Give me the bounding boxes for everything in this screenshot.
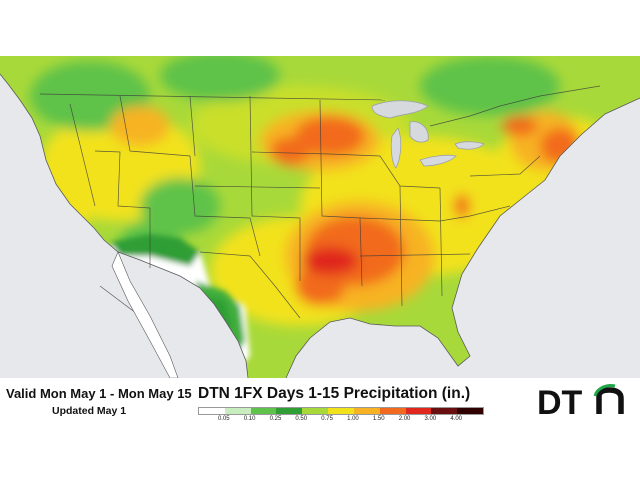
scale-swatch bbox=[431, 408, 458, 414]
scale-swatch bbox=[353, 408, 380, 414]
scale-tick-label: 0.25 bbox=[269, 416, 282, 422]
scale-swatch bbox=[302, 408, 329, 414]
color-scale-labels: 0.05 0.10 0.25 0.50 0.75 1.00 1.50 2.00 3.00 4.00 bbox=[198, 416, 482, 426]
logo-n-glyph bbox=[596, 387, 624, 414]
color-scale-bar bbox=[198, 407, 484, 415]
legend-panel: Valid Mon May 1 - Mon May 15 Updated May… bbox=[0, 378, 640, 428]
coastline bbox=[0, 73, 640, 378]
map-graphic bbox=[0, 56, 640, 378]
scale-tick-label: 0.75 bbox=[321, 416, 333, 422]
scale-swatch bbox=[328, 408, 354, 414]
scale-tick-label: 0.05 bbox=[217, 416, 230, 422]
logo-text: DT bbox=[537, 384, 583, 422]
scale-tick-label: 0.10 bbox=[243, 416, 256, 422]
map-title: DTN 1FX Days 1-15 Precipitation (in.) bbox=[198, 385, 471, 402]
boundary-lines bbox=[39, 85, 601, 357]
scale-swatch bbox=[250, 408, 277, 414]
scale-swatch bbox=[405, 408, 432, 414]
valid-period-text: Valid Mon May 1 - Mon May 15 bbox=[6, 386, 192, 401]
scale-swatch bbox=[276, 408, 303, 414]
logo-accent-arc bbox=[593, 384, 616, 397]
updated-text: Updated May 1 bbox=[52, 405, 127, 417]
great-lakes bbox=[371, 100, 485, 169]
scale-swatch bbox=[379, 408, 406, 414]
scale-swatch bbox=[224, 408, 251, 414]
dtn-logo: DT bbox=[537, 384, 624, 422]
scale-tick-label: 0.50 bbox=[295, 416, 308, 422]
scale-tick-label: 1.00 bbox=[347, 416, 359, 422]
scale-tick-label: 2.00 bbox=[398, 416, 411, 422]
scale-tick-label: 4.00 bbox=[450, 416, 463, 422]
scale-swatch bbox=[199, 408, 225, 414]
scale-tick-label: 3.00 bbox=[424, 416, 437, 422]
scale-swatch bbox=[457, 408, 483, 414]
precipitation-map bbox=[0, 56, 640, 378]
baja-peninsula bbox=[111, 251, 179, 378]
scale-tick-label: 1.50 bbox=[372, 416, 385, 422]
